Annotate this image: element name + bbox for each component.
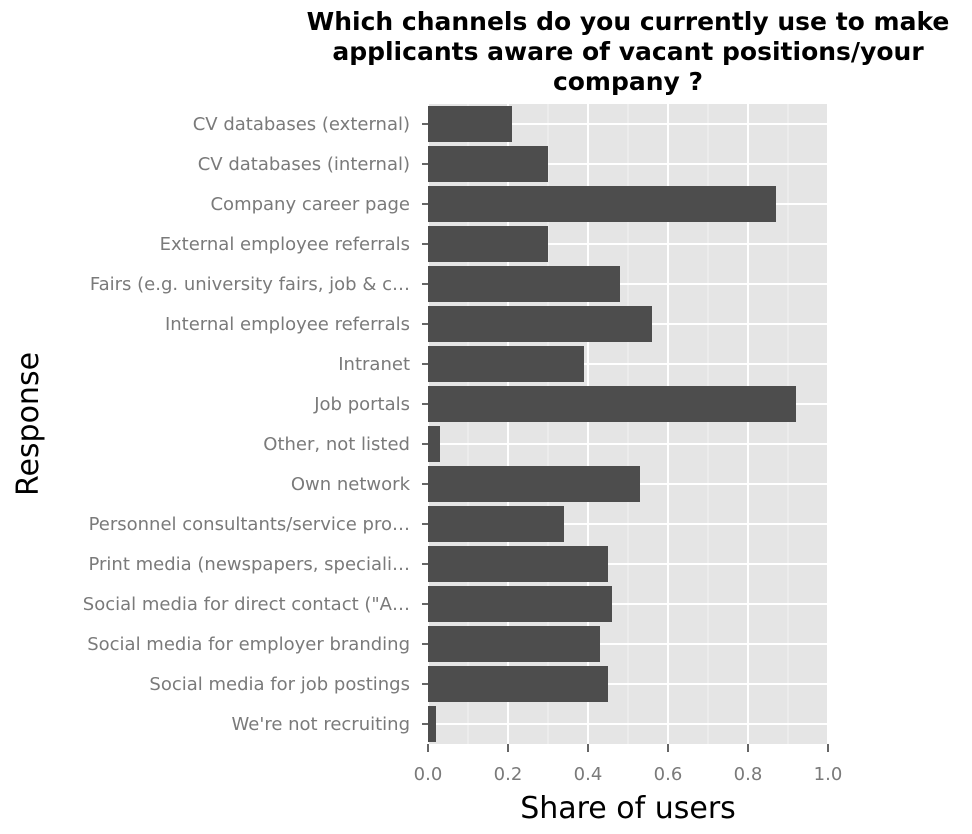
bar xyxy=(428,626,600,662)
y-tick-label: Intranet xyxy=(338,354,410,375)
y-tick-label: Print media (newspapers, speciali… xyxy=(88,554,410,575)
bar xyxy=(428,706,436,742)
chart-title-line: applicants aware of vacant positions/you… xyxy=(332,37,924,66)
y-tick-label: Internal employee referrals xyxy=(165,314,410,335)
bar xyxy=(428,146,548,182)
y-tick-label: Other, not listed xyxy=(263,434,410,455)
bar xyxy=(428,666,608,702)
x-tick-label: 0.4 xyxy=(574,764,603,785)
bar xyxy=(428,106,512,142)
x-axis: 0.0 0.2 0.4 0.6 0.8 1.0 xyxy=(414,744,843,785)
y-tick-label: Personnel consultants/service pro… xyxy=(89,514,410,535)
bars xyxy=(428,106,796,742)
chart-title: Which channels do you currently use to m… xyxy=(307,7,950,96)
bar xyxy=(428,546,608,582)
bar xyxy=(428,506,564,542)
y-tick-label: Company career page xyxy=(210,194,410,215)
y-tick-label: External employee referrals xyxy=(160,234,410,255)
bar xyxy=(428,226,548,262)
y-tick-label: CV databases (external) xyxy=(193,114,410,135)
x-axis-title: Share of users xyxy=(520,791,736,826)
y-tick-label: Social media for employer branding xyxy=(87,634,410,655)
y-tick-label: Own network xyxy=(291,474,411,495)
bar xyxy=(428,586,612,622)
bar xyxy=(428,426,440,462)
bar xyxy=(428,346,584,382)
x-tick-label: 0.2 xyxy=(494,764,523,785)
y-tick-label: We're not recruiting xyxy=(232,714,410,735)
y-tick-label: Fairs (e.g. university fairs, job & c… xyxy=(90,274,410,295)
y-tick-label: CV databases (internal) xyxy=(198,154,410,175)
x-tick-label: 1.0 xyxy=(814,764,843,785)
bar xyxy=(428,266,620,302)
x-tick-label: 0.8 xyxy=(734,764,763,785)
bar xyxy=(428,466,640,502)
y-tick-label: Social media for direct contact ("A… xyxy=(83,594,410,615)
y-tick-label: Job portals xyxy=(313,394,410,415)
chart-title-line: company ? xyxy=(553,67,703,96)
bar xyxy=(428,386,796,422)
x-tick-label: 0.0 xyxy=(414,764,443,785)
bar xyxy=(428,306,652,342)
y-tick-label: Social media for job postings xyxy=(149,674,410,695)
bar xyxy=(428,186,776,222)
x-tick-label: 0.6 xyxy=(654,764,683,785)
y-tick-labels: CV databases (external) CV databases (int… xyxy=(83,114,428,735)
y-axis-title: Response xyxy=(11,352,46,496)
chart-title-line: Which channels do you currently use to m… xyxy=(307,7,950,36)
